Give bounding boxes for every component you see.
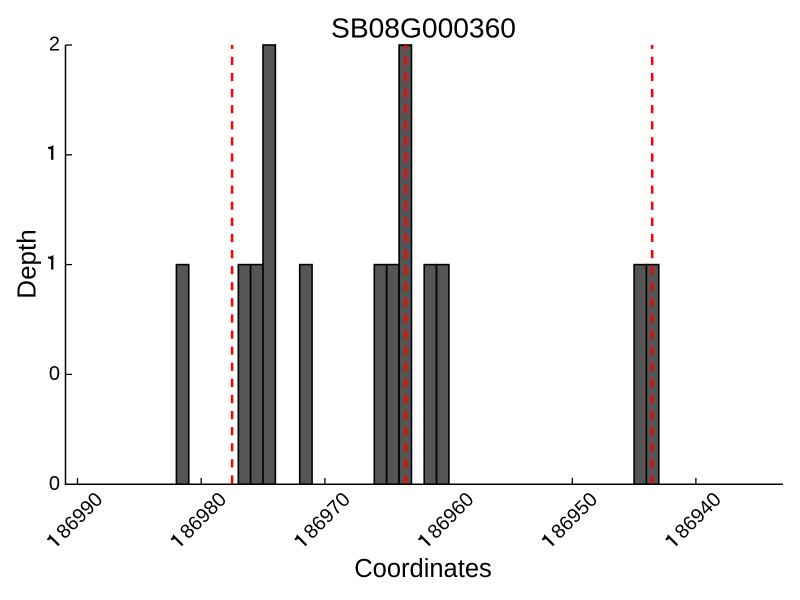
svg-text:86970: 86970	[300, 488, 355, 543]
svg-text:86990: 86990	[52, 488, 107, 543]
svg-text:86980: 86980	[176, 488, 231, 543]
svg-text:86940: 86940	[671, 488, 726, 543]
svg-text:86950: 86950	[547, 488, 602, 543]
svg-text:86960: 86960	[424, 488, 479, 543]
svg-text:2: 2	[49, 33, 60, 55]
svg-text:Coordinates: Coordinates	[354, 555, 492, 583]
svg-text:SB08G000360: SB08G000360	[331, 11, 516, 43]
svg-text:0: 0	[49, 473, 60, 495]
svg-text:Depth: Depth	[12, 229, 42, 298]
svg-text:0: 0	[49, 363, 60, 385]
